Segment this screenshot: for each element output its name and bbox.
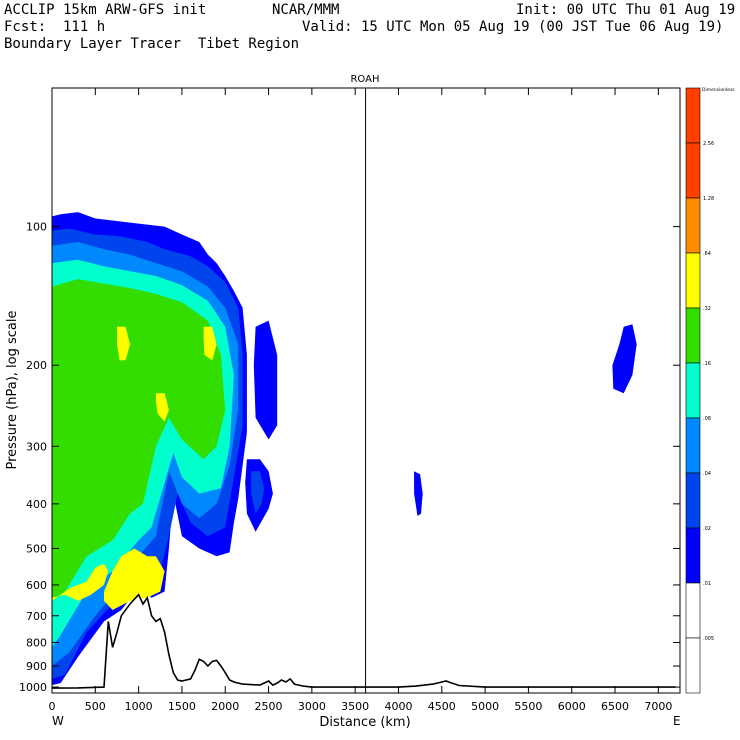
- chart-title: ROAH: [350, 74, 379, 85]
- x-axis-title: Distance (km): [319, 715, 410, 730]
- colorbar-box-3: [685, 252, 701, 309]
- tracer-region-7: [117, 326, 130, 361]
- header-forecast-hour: Fcst: 111 h: [4, 19, 106, 35]
- tracer-region-15: [612, 324, 637, 394]
- x-tick-label-1: 500: [85, 700, 106, 713]
- x-tick-label-7: 3500: [341, 700, 369, 713]
- header-org: NCAR/MMM: [272, 2, 340, 18]
- x-tick-label-13: 6500: [601, 700, 629, 713]
- x-tick-label-10: 5000: [471, 700, 499, 713]
- colorbar-level-label-3: .32: [703, 306, 711, 312]
- y-axis: 100 200 300 400 500 600 700 800 900 1000: [19, 221, 680, 694]
- colorbar-box-0: [685, 87, 701, 144]
- x-tick-label-12: 6000: [558, 700, 586, 713]
- y-tick-label-9: 1000: [19, 681, 47, 694]
- x-tick-label-14: 7000: [644, 700, 672, 713]
- x-tick-label-5: 2500: [255, 700, 283, 713]
- x-tick-label-6: 3000: [298, 700, 326, 713]
- header-model-name: ACCLIP 15km ARW-GFS init: [4, 2, 207, 18]
- colorbar-box-7: [685, 472, 701, 529]
- tracer-region-13: [251, 471, 265, 514]
- header-init-time: Init: 00 UTC Thu 01 Aug 19: [516, 2, 736, 18]
- tracer-region-6: [104, 548, 165, 610]
- y-tick-label-4: 500: [26, 542, 47, 555]
- colorbar-box-4: [685, 307, 701, 364]
- colorbar-level-label-6: .04: [703, 471, 711, 477]
- colorbar-unit-label: Dimensionless: [702, 87, 735, 93]
- terrain-mask: [52, 594, 676, 693]
- colorbar-box-9: [685, 582, 701, 639]
- tracer-fill-layer: [52, 212, 637, 686]
- x-tick-label-11: 5500: [514, 700, 542, 713]
- y-tick-label-7: 800: [26, 636, 47, 649]
- x-axis-east-label: E: [673, 714, 681, 728]
- x-axis-west-label: W: [52, 714, 64, 728]
- colorbar-level-label-1: 1.28: [703, 196, 714, 202]
- terrain-layer: [51, 593, 676, 693]
- colorbar-box-5: [685, 362, 701, 419]
- y-tick-label-8: 900: [26, 660, 47, 673]
- tracer-region-4: [52, 279, 226, 601]
- colorbar: Dimensionless 2.56 1.28 .64 .32 .16 .08 .04 .02.…: [685, 87, 735, 694]
- y-tick-label-6: 700: [26, 610, 47, 623]
- terrain-line: [51, 593, 676, 689]
- y-axis-title: Pressure (hPa), log scale: [5, 311, 20, 470]
- plot-frame: [51, 87, 681, 694]
- x-tick-label-9: 4500: [428, 700, 456, 713]
- colorbar-box-1: [685, 142, 701, 199]
- colorbar-level-label-2: .64: [703, 251, 711, 257]
- tracer-region-11: [253, 320, 278, 440]
- x-tick-label-4: 2000: [211, 700, 239, 713]
- y-tick-label-0: 100: [26, 221, 47, 234]
- colorbar-level-label-9: .005: [703, 636, 714, 642]
- colorbar-level-label-5: .08: [703, 416, 711, 422]
- plot-border: [51, 87, 681, 694]
- y-tick-label-5: 600: [26, 579, 47, 592]
- colorbar-box-2: [685, 197, 701, 254]
- colorbar-box-6: [685, 417, 701, 474]
- header-valid-time: Valid: 15 UTC Mon 05 Aug 19 (00 JST Tue …: [302, 19, 724, 35]
- y-tick-label-2: 300: [26, 440, 47, 453]
- x-tick-label-8: 4000: [384, 700, 412, 713]
- colorbar-box-8: [685, 527, 701, 584]
- colorbar-level-label-0: 2.56: [703, 141, 714, 147]
- tracer-region-9: [155, 393, 169, 422]
- x-tick-label-3: 1500: [168, 700, 196, 713]
- y-tick-label-1: 200: [26, 359, 47, 372]
- tracer-region-14: [414, 471, 423, 516]
- x-tick-label-2: 1000: [125, 700, 153, 713]
- colorbar-level-label-8: .01: [703, 581, 711, 587]
- colorbar-level-label-4: .16: [703, 361, 711, 367]
- colorbar-box-10: [685, 637, 701, 694]
- tracer-region-8: [203, 326, 217, 361]
- x-axis: 0 500 1000 1500 2000 2500 3000 3500 4000 4500 5000…: [49, 88, 672, 713]
- colorbar-level-label-7: .02: [703, 526, 711, 532]
- tracer-region-5: [52, 563, 109, 601]
- x-tick-label-0: 0: [49, 700, 56, 713]
- header-field-title: Boundary Layer Tracer Tibet Region: [4, 36, 300, 52]
- y-tick-label-3: 400: [26, 498, 47, 511]
